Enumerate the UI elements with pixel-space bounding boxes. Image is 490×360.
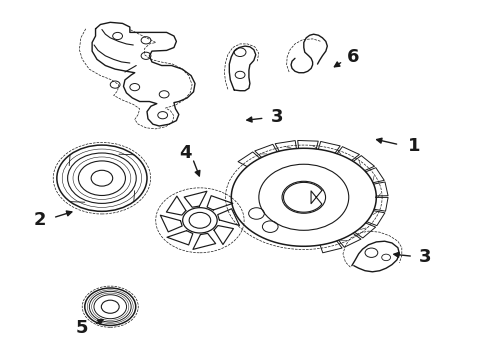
Text: 6: 6 (346, 48, 359, 66)
Text: 5: 5 (76, 319, 89, 337)
Text: 4: 4 (179, 144, 192, 162)
Text: 1: 1 (408, 137, 420, 155)
Text: 2: 2 (34, 211, 47, 229)
Text: 3: 3 (419, 248, 432, 266)
Text: 3: 3 (270, 108, 283, 126)
